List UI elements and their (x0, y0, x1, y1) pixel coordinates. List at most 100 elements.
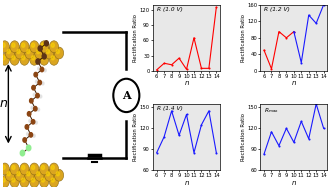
Circle shape (44, 41, 48, 46)
X-axis label: n: n (184, 81, 189, 86)
Circle shape (30, 41, 39, 53)
Circle shape (0, 53, 9, 65)
Circle shape (12, 178, 15, 182)
Circle shape (2, 56, 5, 60)
X-axis label: n: n (291, 81, 296, 86)
Circle shape (44, 47, 54, 59)
Circle shape (30, 53, 39, 65)
Circle shape (40, 67, 44, 72)
Circle shape (25, 47, 34, 59)
Circle shape (20, 150, 25, 156)
Circle shape (10, 163, 19, 175)
Circle shape (33, 93, 36, 96)
Circle shape (36, 93, 39, 98)
Circle shape (51, 178, 54, 182)
Circle shape (32, 178, 35, 182)
Circle shape (25, 169, 34, 181)
Circle shape (41, 178, 44, 182)
Circle shape (38, 80, 41, 85)
Circle shape (46, 172, 50, 176)
Circle shape (31, 120, 35, 124)
Circle shape (39, 41, 49, 53)
Circle shape (23, 138, 26, 142)
Y-axis label: Rectification Ratio: Rectification Ratio (240, 113, 245, 161)
Circle shape (36, 80, 38, 83)
Circle shape (44, 69, 46, 72)
Circle shape (51, 56, 54, 60)
Circle shape (37, 50, 40, 54)
Circle shape (51, 165, 54, 170)
Circle shape (34, 72, 38, 77)
Circle shape (41, 165, 44, 170)
Circle shape (0, 176, 9, 187)
Circle shape (36, 59, 40, 64)
X-axis label: n: n (291, 180, 296, 186)
Circle shape (17, 50, 20, 54)
Circle shape (56, 50, 60, 54)
Circle shape (25, 125, 29, 129)
Circle shape (15, 47, 24, 59)
Circle shape (10, 53, 19, 65)
Circle shape (27, 132, 29, 136)
Circle shape (33, 134, 35, 137)
Circle shape (22, 56, 25, 60)
Circle shape (42, 82, 44, 85)
Circle shape (27, 145, 31, 151)
Circle shape (10, 41, 19, 53)
Text: A: A (122, 90, 131, 101)
Circle shape (32, 85, 35, 90)
Circle shape (5, 169, 14, 181)
Circle shape (51, 43, 54, 47)
Circle shape (42, 54, 46, 59)
Y-axis label: Rectification Ratio: Rectification Ratio (133, 14, 138, 62)
Text: $n$: $n$ (0, 97, 8, 110)
Circle shape (37, 172, 40, 176)
Text: $R_\mathrm{max}$: $R_\mathrm{max}$ (264, 106, 279, 115)
Circle shape (20, 176, 29, 187)
X-axis label: n: n (184, 180, 189, 186)
Circle shape (10, 176, 19, 187)
Y-axis label: Rectification Ratio: Rectification Ratio (133, 113, 138, 161)
Circle shape (27, 172, 30, 176)
Circle shape (113, 79, 139, 112)
Circle shape (30, 176, 39, 187)
Circle shape (49, 176, 59, 187)
Circle shape (5, 47, 14, 59)
Circle shape (38, 46, 42, 51)
Circle shape (56, 172, 60, 176)
Circle shape (39, 163, 49, 175)
Circle shape (37, 108, 39, 111)
Circle shape (49, 53, 59, 65)
Y-axis label: Rectification Ratio: Rectification Ratio (240, 14, 245, 62)
Text: R (1.2 V): R (1.2 V) (264, 7, 290, 12)
Text: R (1.0 V): R (1.0 V) (157, 7, 183, 12)
Circle shape (20, 41, 29, 53)
Circle shape (7, 172, 10, 176)
Circle shape (41, 56, 44, 60)
Circle shape (31, 106, 33, 109)
Circle shape (22, 178, 25, 182)
Circle shape (54, 169, 63, 181)
Circle shape (27, 112, 31, 116)
Circle shape (46, 50, 50, 54)
Circle shape (12, 43, 15, 47)
Circle shape (2, 165, 5, 170)
Circle shape (35, 121, 38, 124)
Circle shape (32, 43, 35, 47)
Circle shape (39, 95, 42, 98)
Circle shape (39, 53, 49, 65)
Circle shape (35, 169, 44, 181)
Circle shape (15, 169, 24, 181)
Circle shape (29, 119, 31, 122)
Circle shape (32, 56, 35, 60)
Circle shape (44, 169, 54, 181)
Circle shape (41, 43, 44, 47)
Circle shape (12, 165, 15, 170)
Circle shape (12, 56, 15, 60)
Circle shape (30, 163, 39, 175)
Circle shape (0, 41, 9, 53)
Circle shape (20, 53, 29, 65)
Circle shape (30, 98, 33, 103)
Circle shape (0, 163, 9, 175)
Circle shape (54, 47, 63, 59)
